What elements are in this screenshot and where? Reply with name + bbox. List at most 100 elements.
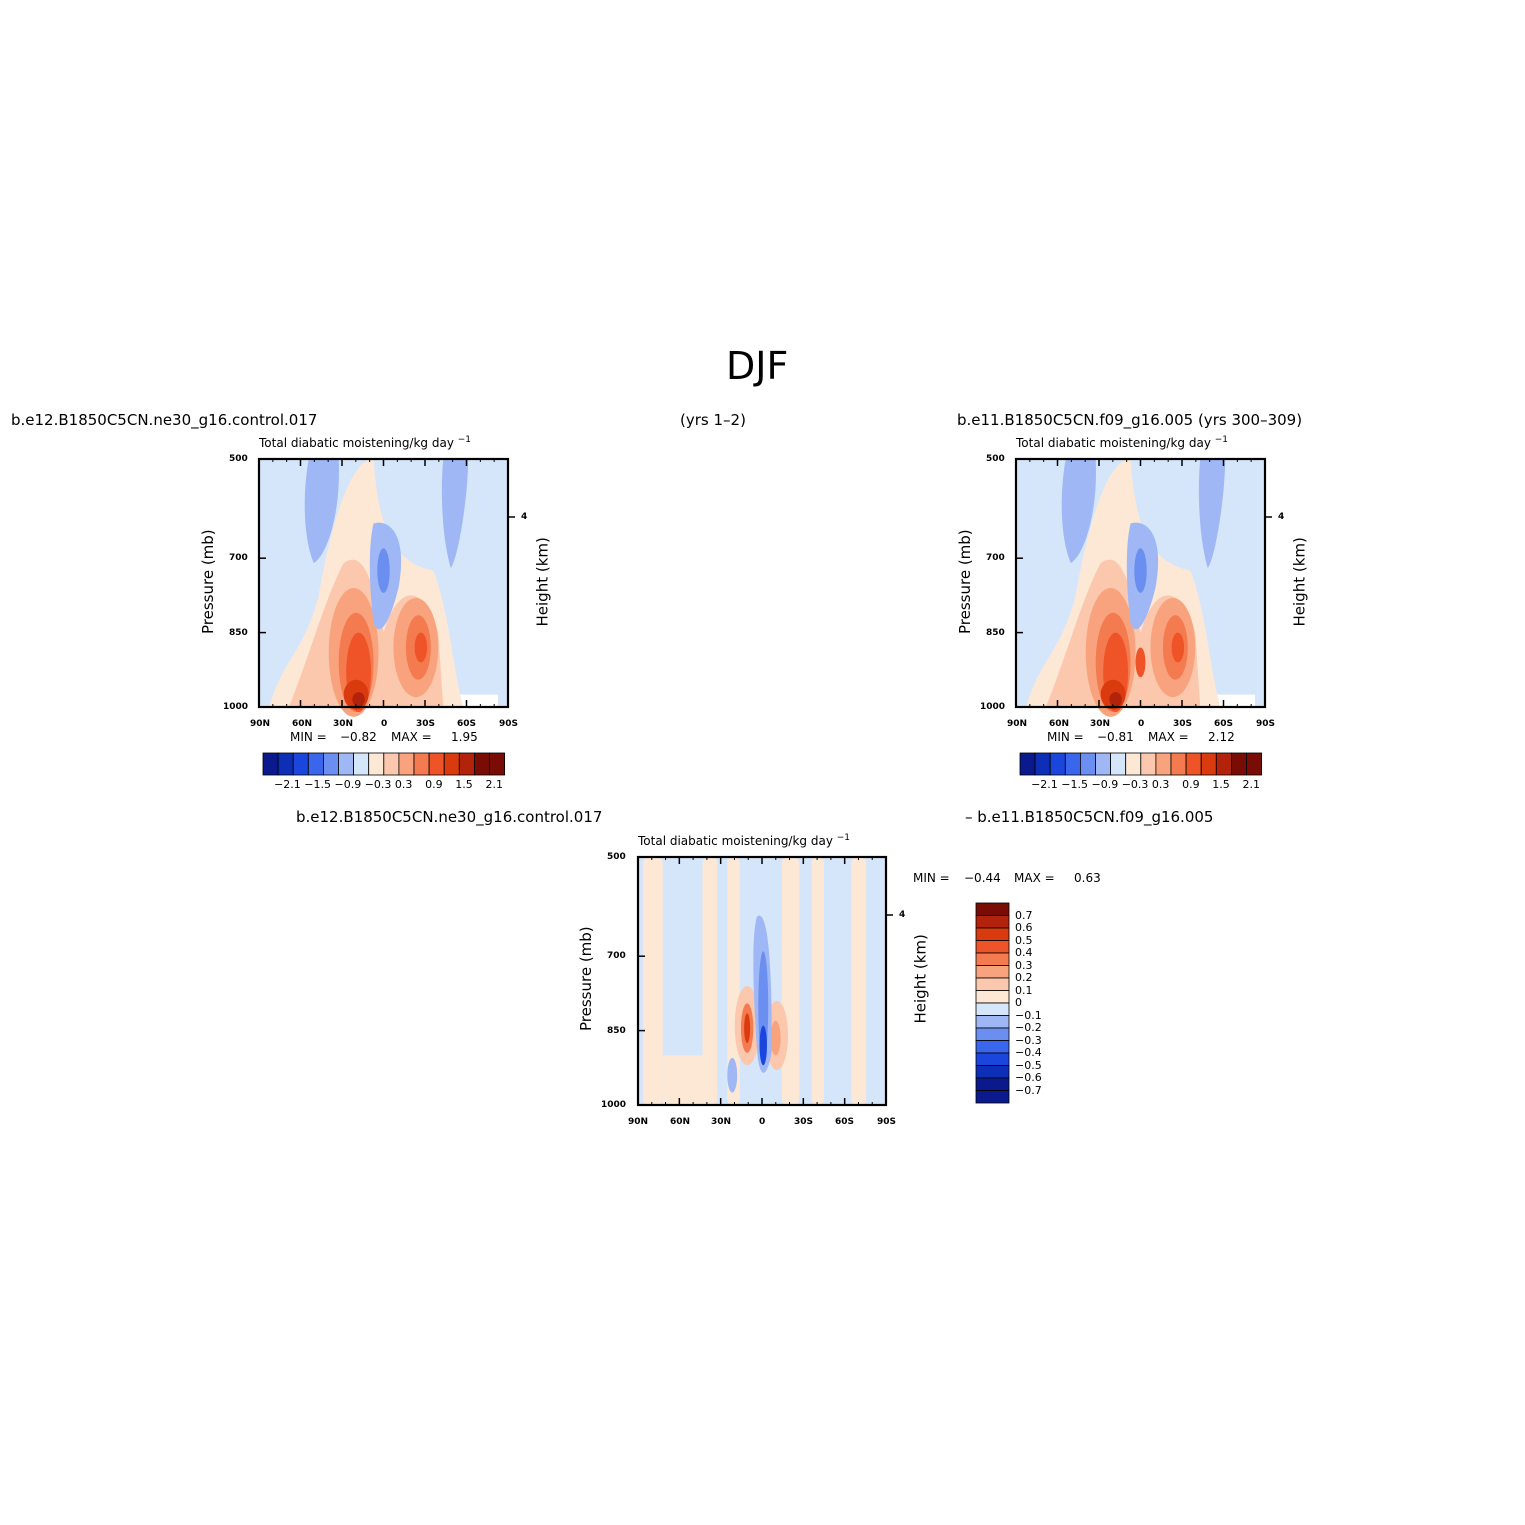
right-case-caption: b.e11.B1850C5CN.f09_g16.005 (yrs 300–309… <box>957 411 1303 429</box>
panel3-pos-c10-b <box>770 1020 781 1056</box>
left-years-caption: (yrs 1–2) <box>680 411 746 429</box>
panel3-neg-c3 <box>759 1025 767 1066</box>
panel3-colorbar-label-3: 0.4 <box>1015 946 1033 959</box>
panel3-ytick-850: 850 <box>607 1026 626 1036</box>
panel3-colorbar-swatch-1 <box>975 915 1010 929</box>
panel1-neg-tongue-sh <box>441 459 469 569</box>
panel3-colorbar-swatch-14 <box>975 1077 1010 1091</box>
panel2-ytick-850: 850 <box>986 628 1005 638</box>
panel1-colorbar-swatch-15 <box>489 752 506 776</box>
panel2-max-value: 2.12 <box>1208 730 1235 744</box>
panel1-max-value: 1.95 <box>451 730 478 744</box>
panel3-ytick-700: 700 <box>607 951 626 961</box>
panel3-xtick-0: 0 <box>759 1117 766 1127</box>
panel3-colorbar-swatch-9 <box>975 1015 1010 1029</box>
panel2-ytick-700: 700 <box>986 553 1005 563</box>
panel2-max-label: MAX = <box>1148 730 1189 744</box>
panel1-max-label: MAX = <box>391 730 432 744</box>
panel1-xtick-0: 0 <box>381 719 388 729</box>
panel1-neg-eq-c5 <box>377 548 390 593</box>
panel3-colorbar-label-12: −0.5 <box>1015 1058 1042 1072</box>
panel1-xtick-90n: 90N <box>250 719 271 729</box>
panel1-yrtick-4: 4 <box>521 512 528 522</box>
panel3-colorbar-label-11: −0.4 <box>1015 1046 1042 1059</box>
diff-right-caption: – b.e11.B1850C5CN.f09_g16.005 <box>965 808 1214 826</box>
panel2-pos-eq <box>1135 647 1146 678</box>
panel3-colorbar-label-8: −0.1 <box>1015 1008 1042 1022</box>
panel3-yrtick-4: 4 <box>899 910 906 920</box>
panel3-title: Total diabatic moistening/kg day −1 <box>638 833 851 848</box>
panel3-colorbar-label-13: −0.6 <box>1015 1071 1042 1084</box>
panel3-colorbar-label-6: 0.1 <box>1015 983 1033 997</box>
panel3-xtick-30s: 30S <box>794 1117 814 1127</box>
panel1-colorbar-label-6: 1.5 <box>455 778 473 791</box>
panel2-colorbar-label-0: −2.1 <box>1031 778 1058 791</box>
panel2-colorbar-label-4: 0.3 <box>1151 778 1170 791</box>
panel3-pos-low <box>662 1055 708 1105</box>
panel2-colorbar-label-7: 2.1 <box>1242 778 1261 791</box>
panel1-colorbar-label-3: −0.3 <box>364 778 392 791</box>
panel1-colorbar-label-1: −1.5 <box>304 778 332 791</box>
panel2-yrtick-4: 4 <box>1278 512 1285 522</box>
panel2-xtick-90n: 90N <box>1007 719 1028 729</box>
panel3-neg-low <box>727 1057 738 1093</box>
panel1-ytick-700: 700 <box>229 553 248 563</box>
panel2-colorbar-label-2: −0.9 <box>1091 778 1119 791</box>
panel1-nodata <box>453 694 499 707</box>
panel3-colorbar-swatch-3 <box>975 940 1010 954</box>
panel3-colorbar-label-9: −0.2 <box>1015 1021 1042 1034</box>
panel2-xtick-30n: 30N <box>1090 719 1111 729</box>
panel3-pos-stripe-1 <box>702 857 718 1105</box>
panel3-min-label: MIN = <box>913 871 950 885</box>
panel1-ytick-500: 500 <box>229 454 248 464</box>
panel2-min-label: MIN = <box>1047 730 1084 744</box>
panel2-neg-tongue-sh <box>1198 459 1226 569</box>
panel3-colorbar-swatch-0 <box>975 902 1010 916</box>
panel3-colorbar-swatch-6 <box>975 977 1010 991</box>
panel2-title: Total diabatic moistening/kg day −1 <box>1016 435 1229 450</box>
panel3-colorbar-swatch-10 <box>975 1027 1010 1041</box>
panel1-colorbar-label-7: 2.1 <box>485 778 504 791</box>
panel2-neg-eq-c5 <box>1134 548 1147 593</box>
panel3-colorbar-swatch-12 <box>975 1052 1010 1066</box>
panel2-ytick-1000: 1000 <box>980 702 1006 712</box>
panel2-colorbar-label-5: 0.9 <box>1182 778 1200 791</box>
panel1-min-label: MIN = <box>290 730 327 744</box>
panel3-xtick-90n: 90N <box>628 1117 649 1127</box>
panel2-colorbar-label-3: −0.3 <box>1121 778 1149 791</box>
panel1-xtick-60s: 60S <box>457 719 477 729</box>
panel2-neg-tongue-nh <box>1061 459 1096 564</box>
panel3-xtick-60n: 60N <box>670 1117 691 1127</box>
panel1-pos-c12-sh <box>414 632 428 663</box>
panel2-colorbar-label-6: 1.5 <box>1212 778 1230 791</box>
panel1-colorbar-label-4: 0.3 <box>394 778 413 791</box>
panel3-colorbar-label-10: −0.3 <box>1015 1033 1042 1047</box>
panel2-xtick-60s: 60S <box>1214 719 1234 729</box>
panel3-colorbar-label-0: 0.7 <box>1015 908 1033 922</box>
panel2-nodata <box>1210 694 1256 707</box>
panel3-xtick-60s: 60S <box>835 1117 855 1127</box>
panel3-colorbar-swatch-11 <box>975 1040 1010 1054</box>
panel1-neg-tongue-nh <box>304 459 339 564</box>
panel1-xtick-30n: 30N <box>333 719 354 729</box>
panel3-ytick-500: 500 <box>607 852 626 862</box>
panel3-colorbar-swatch-5 <box>975 965 1010 979</box>
panel3-pos-c13 <box>744 1013 751 1043</box>
panel1-title: Total diabatic moistening/kg day −1 <box>259 435 472 450</box>
panel3-ytick-1000: 1000 <box>601 1100 627 1110</box>
panel1-colorbar-label-2: −0.9 <box>334 778 362 791</box>
panel2-xtick-0: 0 <box>1138 719 1145 729</box>
panel1-ytick-1000: 1000 <box>223 702 249 712</box>
panel3-min-value: −0.44 <box>964 871 1001 885</box>
panel2-min-value: −0.81 <box>1097 730 1134 744</box>
panel1-xtick-90s: 90S <box>499 719 519 729</box>
panel1-colorbar-label-0: −2.1 <box>274 778 301 791</box>
panel3-xtick-90s: 90S <box>877 1117 897 1127</box>
diff-left-caption: b.e12.B1850C5CN.ne30_g16.control.017 <box>296 808 603 826</box>
